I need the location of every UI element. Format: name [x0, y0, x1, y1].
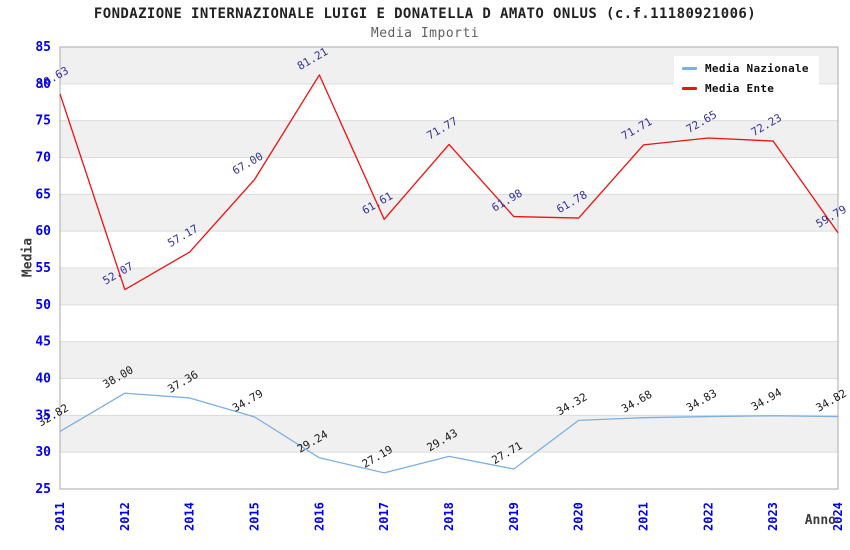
x-tick-label: 2015: [248, 502, 262, 531]
grid-band: [60, 194, 838, 232]
y-tick-label: 35: [35, 408, 51, 423]
y-tick-label: 40: [35, 372, 51, 387]
y-tick-label: 85: [35, 40, 51, 55]
plot-border: [59, 46, 839, 490]
legend-line-swatch-ente: [682, 87, 697, 90]
grid-band: [60, 304, 838, 342]
legend-label: Media Nazionale: [705, 62, 809, 75]
x-tick-label: 2021: [637, 502, 651, 531]
x-tick-label: 2011: [53, 502, 67, 531]
x-tick-label: 2024: [831, 502, 845, 531]
grid-band: [60, 341, 838, 379]
y-tick-label: 25: [35, 482, 51, 497]
grid-band: [60, 157, 838, 195]
x-tick-label: 2012: [118, 502, 132, 531]
y-tick-label: 45: [35, 335, 51, 350]
x-tick-label: 2019: [507, 502, 521, 531]
grid-band: [60, 268, 838, 305]
y-tick-label: 30: [35, 445, 51, 460]
series-line-media-nazionale: [59, 392, 839, 474]
x-tick-label: 2023: [766, 502, 780, 531]
legend-line-swatch-nazionale: [682, 67, 697, 70]
chart-title: FONDAZIONE INTERNAZIONALE LUIGI E DONATE…: [93, 6, 757, 22]
chart-subtitle: Media Importi: [370, 26, 480, 41]
grid-band: [60, 231, 838, 268]
y-axis-title: Media: [20, 237, 36, 278]
x-tick-label: 2020: [572, 502, 586, 531]
y-tick-label: 55: [35, 261, 51, 276]
x-axis-title: Anno: [804, 513, 836, 528]
x-tick-label: 2016: [312, 502, 326, 531]
grid-band: [60, 415, 838, 453]
y-tick-label: 75: [35, 114, 51, 129]
y-tick-label: 60: [35, 224, 51, 239]
x-tick-label: 2017: [377, 502, 391, 531]
legend-label: Media Ente: [705, 82, 775, 95]
grid-band: [60, 378, 838, 416]
y-tick-label: 70: [35, 151, 51, 166]
grid-band: [60, 120, 838, 158]
x-tick-label: 2022: [701, 502, 715, 531]
x-tick-label: 2018: [442, 502, 456, 531]
x-tick-label: 2014: [183, 502, 197, 531]
y-tick-label: 65: [35, 187, 51, 202]
legend-item-media-ente: Media Ente: [682, 81, 809, 96]
series-line-media-ente: [59, 74, 839, 291]
grid-band: [60, 452, 838, 489]
legend-item-media-nazionale: Media Nazionale: [682, 61, 809, 76]
legend: Media Nazionale Media Ente: [674, 56, 819, 102]
y-tick-label: 80: [35, 77, 51, 92]
y-tick-label: 50: [35, 298, 51, 313]
